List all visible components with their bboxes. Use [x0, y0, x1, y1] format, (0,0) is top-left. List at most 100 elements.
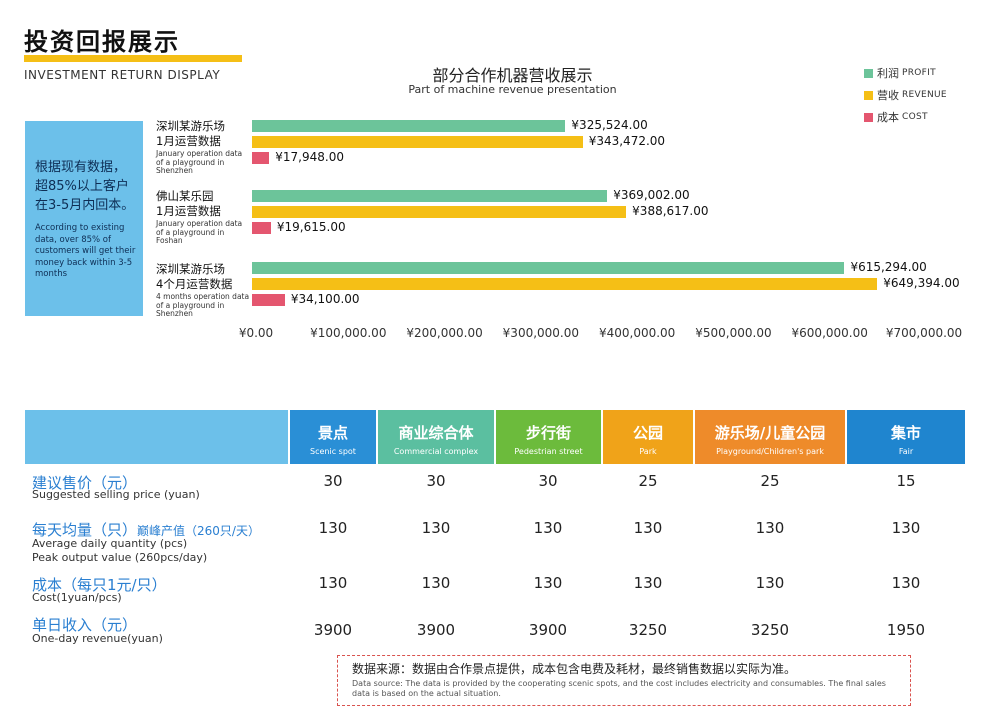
column-header-park-en: Park — [639, 447, 657, 456]
bar-cost-group-2 — [252, 222, 271, 234]
legend-swatch-profit — [864, 68, 873, 78]
column-header-scenic-spot-en: Scenic spot — [310, 447, 356, 456]
table-cell: 15 — [896, 472, 916, 490]
table-cell: 30 — [323, 472, 343, 490]
bar-value-revenue-group-3: ¥649,394.00 — [883, 276, 960, 290]
row-label-cost: 成本（每只1元/只） — [32, 576, 167, 594]
column-header-commercial-complex-en: Commercial complex — [393, 447, 479, 456]
payback-note: 根据现有数据，超85%以上客户在3-5月内回本。 According to ex… — [25, 121, 143, 316]
table-cell: 25 — [638, 472, 658, 490]
legend-label-cost: 成本 — [877, 111, 899, 124]
table-cell: 3250 — [750, 621, 790, 639]
column-header-pedestrian-street: 步行街 Pedestrian street — [496, 410, 601, 464]
row-label-peak-cn: 巅峰产值（260只/天） — [137, 524, 260, 538]
column-header-scenic-spot-cn: 景点 — [317, 424, 348, 442]
group-label-2-name: 佛山某乐园 — [156, 189, 214, 203]
page-subtitle: INVESTMENT RETURN DISPLAY — [24, 68, 221, 82]
table-cell: 30 — [426, 472, 446, 490]
group-label-1-en: January operation data of a playground i… — [156, 149, 243, 175]
table-header-blank — [25, 410, 288, 464]
column-header-park: 公园 Park — [603, 410, 693, 464]
table-cell: 130 — [755, 519, 785, 537]
column-header-fair-en: Fair — [898, 447, 914, 456]
group-label-1: 深圳某游乐场 1月运营数据 — [156, 119, 225, 149]
table-cell: 30 — [538, 472, 558, 490]
bar-value-revenue-group-2: ¥388,617.00 — [632, 204, 709, 218]
group-label-3-period: 4个月运营数据 — [156, 277, 233, 291]
chart-title: 部分合作机器营收展示 — [432, 66, 593, 85]
column-header-playground-cn: 游乐场/儿童公园 — [714, 424, 826, 442]
row-label-price: 建议售价（元） — [32, 474, 138, 492]
bar-value-revenue-group-1: ¥343,472.00 — [588, 134, 666, 148]
table-cell: 130 — [318, 519, 348, 537]
bar-cost-group-3 — [252, 294, 285, 306]
group-label-3: 深圳某游乐场 4个月运营数据 — [156, 262, 232, 292]
column-header-pedestrian-street-cn: 步行街 — [525, 424, 571, 442]
table-cell: 130 — [533, 519, 563, 537]
row-label-quantity-cn: 每天均量（只） — [32, 521, 138, 539]
group-label-2: 佛山某乐园 1月运营数据 — [156, 189, 221, 219]
data-source-note-cn: 数据来源：数据由合作景点提供，成本包含电费及耗材，最终销售数据以实际为准。 — [352, 662, 797, 676]
table-cell: 130 — [755, 574, 785, 592]
table-cell: 130 — [891, 574, 921, 592]
table-cell: 130 — [891, 519, 921, 537]
x-tick-label: ¥400,000.00 — [598, 326, 676, 340]
x-tick-label: ¥700,000.00 — [885, 326, 963, 340]
table-cell: 3900 — [528, 621, 568, 639]
bar-revenue-group-1 — [252, 136, 583, 148]
legend-label-cost-en: COST — [902, 112, 928, 122]
table-cell: 130 — [421, 519, 451, 537]
group-label-1-period: 1月运营数据 — [156, 134, 221, 148]
row-label-price-en: Suggested selling price (yuan) — [32, 488, 200, 501]
x-tick-label: ¥100,000.00 — [310, 326, 387, 340]
column-header-commercial-complex-cn: 商业综合体 — [398, 424, 474, 442]
column-header-scenic-spot: 景点 Scenic spot — [290, 410, 376, 464]
table-cell: 3900 — [313, 621, 353, 639]
bar-value-profit-group-3: ¥615,294.00 — [850, 260, 927, 274]
legend-label-profit: 利润 — [877, 67, 899, 80]
table-cell: 130 — [633, 519, 663, 537]
title-underline — [24, 55, 242, 62]
payback-note-cn: 根据现有数据，超85%以上客户在3-5月内回本。 — [35, 160, 135, 213]
bar-value-cost-group-1: ¥17,948.00 — [275, 150, 344, 164]
legend-swatch-revenue — [864, 90, 873, 100]
table-cell: 130 — [633, 574, 663, 592]
row-label-revenue: 单日收入（元） — [32, 616, 138, 634]
x-tick-label: ¥500,000.00 — [695, 326, 772, 340]
group-label-3-en: 4 months operation data of a playground … — [156, 292, 250, 318]
table-cell: 130 — [318, 574, 348, 592]
column-header-fair-cn: 集市 — [890, 424, 921, 442]
group-label-2-period: 1月运营数据 — [156, 204, 221, 218]
table-cell: 1950 — [886, 621, 926, 639]
legend-swatch-cost — [864, 112, 873, 122]
table-cell: 3900 — [416, 621, 456, 639]
column-header-fair: 集市 Fair — [847, 410, 965, 464]
data-source-note: 数据来源：数据由合作景点提供，成本包含电费及耗材，最终销售数据以实际为准。 Da… — [337, 655, 911, 706]
payback-note-en: According to existing data, over 85% of … — [35, 223, 136, 279]
table-cell: 130 — [421, 574, 451, 592]
data-source-note-en: Data source: The data is provided by the… — [352, 679, 886, 698]
row-label-peak-en: Peak output value (260pcs/day) — [32, 551, 208, 564]
group-label-2-en: January operation data of a playground i… — [156, 219, 243, 245]
bar-profit-group-3 — [252, 262, 845, 274]
bar-value-profit-group-1: ¥325,524.00 — [571, 118, 648, 132]
chart-subtitle: Part of machine revenue presentation — [408, 83, 617, 96]
x-tick-label: ¥200,000.00 — [406, 326, 483, 340]
bar-profit-group-1 — [252, 120, 566, 132]
bar-value-profit-group-2: ¥369,002.00 — [613, 188, 690, 202]
chart-legend: 利润 PROFIT 营收 REVENUE 成本 COST — [864, 62, 947, 128]
table-cell: 3250 — [628, 621, 668, 639]
legend-label-profit-en: PROFIT — [902, 68, 936, 78]
row-label-quantity-en: Average daily quantity (pcs) — [32, 537, 188, 550]
column-header-pedestrian-street-en: Pedestrian street — [514, 447, 583, 456]
column-header-park-cn: 公园 — [632, 424, 663, 442]
legend-label-revenue-en: REVENUE — [902, 90, 947, 100]
x-tick-label: ¥600,000.00 — [791, 326, 868, 340]
group-label-1-name: 深圳某游乐场 — [156, 119, 225, 133]
bar-profit-group-2 — [252, 190, 608, 202]
bar-value-cost-group-2: ¥19,615.00 — [276, 220, 346, 234]
row-label-quantity: 每天均量（只）巅峰产值（260只/天） — [32, 519, 260, 540]
legend-item-profit: 利润 PROFIT — [864, 62, 947, 84]
legend-item-cost: 成本 COST — [864, 106, 947, 128]
x-tick-label: ¥300,000.00 — [502, 326, 580, 340]
